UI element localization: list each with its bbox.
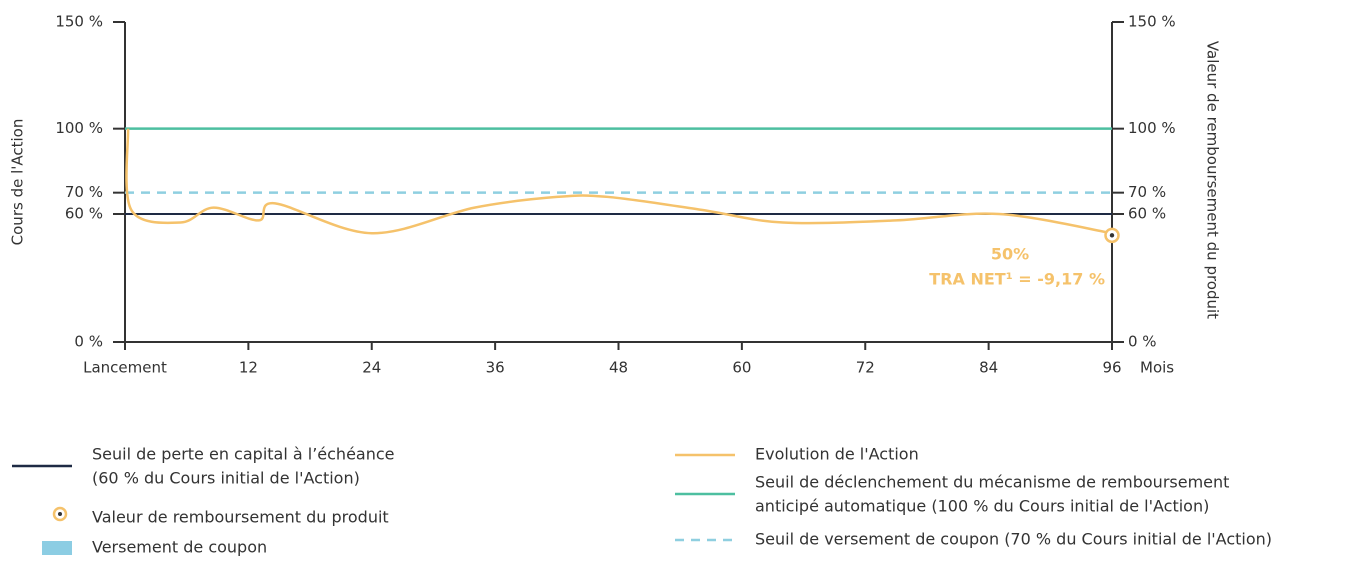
series-line [125,128,1113,235]
x-tick-label: 60 [732,359,751,377]
legend-label: anticipé automatique (100 % du Cours ini… [755,497,1209,516]
y2-tick-label: 60 % [1128,205,1166,223]
legend-label: (60 % du Cours initial de l'Action) [92,469,360,488]
x-tick-label: 72 [856,359,875,377]
legend-label: Evolution de l'Action [755,445,919,464]
annotation: TRA NET¹ = -9,17 % [929,270,1105,289]
legend-label: Valeur de remboursement du produit [92,508,389,527]
x-tick-label: 84 [979,359,998,377]
y-tick-label: 100 % [55,119,103,137]
y-tick-label: 70 % [65,183,103,201]
y2-tick-label: 0 % [1128,333,1157,351]
x-tick-label: 96 [1102,359,1121,377]
x-tick-label: 36 [486,359,505,377]
x-tick-label: Lancement [83,359,167,377]
legend-label: Versement de coupon [92,538,267,557]
annotation: 50% [991,245,1029,264]
y2-tick-label: 150 % [1128,13,1176,31]
y-tick-label: 60 % [65,205,103,223]
y-axis-label: Cours de l'Action [9,119,27,246]
legend-label: Seuil de versement de coupon (70 % du Co… [755,530,1272,549]
legend-symbol-dot [58,512,62,516]
legend-symbol [42,541,72,555]
x-unit: Mois [1140,359,1174,377]
legend-label: Seuil de déclenchement du mécanisme de r… [755,473,1229,492]
x-tick-label: 12 [239,359,258,377]
y2-tick-label: 100 % [1128,119,1176,137]
y2-tick-label: 70 % [1128,183,1166,201]
y-tick-label: 0 % [74,333,103,351]
x-tick-label: 24 [362,359,381,377]
legend-label: Seuil de perte en capital à l’échéance [92,445,395,464]
x-tick-label: 48 [609,359,628,377]
y-tick-label: 150 % [55,13,103,31]
y2-axis-label: Valeur de remboursement du produit [1204,41,1222,319]
product-value-dot [1109,233,1115,238]
